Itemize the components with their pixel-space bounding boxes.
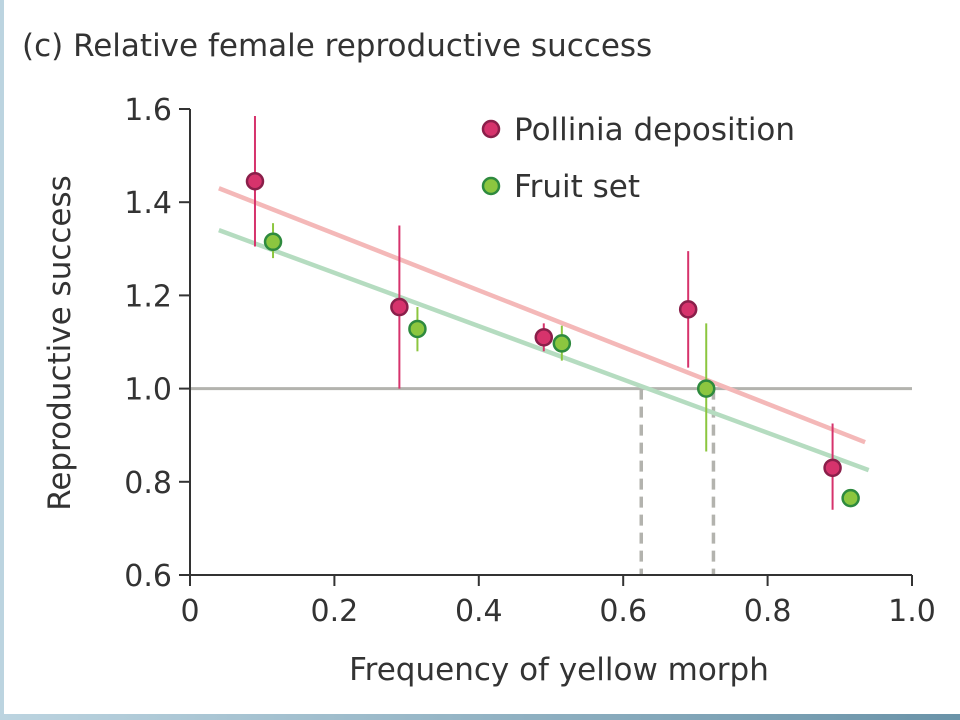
data-point-pollinia: [678, 300, 698, 319]
y-tick-label: 1.6: [124, 93, 172, 128]
y-tick-label: 1.2: [124, 279, 172, 314]
y-tick-label: 1.4: [124, 186, 172, 221]
data-point-fruit-set: [696, 379, 716, 398]
y-tick-label: 0.6: [124, 559, 172, 594]
data-point-pollinia: [534, 328, 554, 347]
frame-bottom-edge: [0, 714, 960, 720]
legend: Pollinia deposition Fruit set: [481, 112, 795, 205]
x-tick-label: 0.8: [744, 594, 792, 629]
y-tick-label: 1.0: [124, 373, 172, 408]
y-axis-label: Reproductive success: [42, 175, 78, 511]
data-point-fruit-set: [841, 488, 860, 508]
trend-line-pollinia: [218, 186, 866, 445]
chart-title: (c) Relative female reproductive success: [22, 28, 652, 64]
reference-lines: [190, 387, 912, 575]
axes: 0.6 0.8 1.0 1.2 1.4 1.6 0 0.2 0.4 0.6 0.8 1.0: [124, 93, 936, 629]
x-tick-label: 0.2: [311, 594, 359, 629]
legend-label-fruit-set: Fruit set: [514, 169, 640, 205]
data-point-fruit-set: [408, 319, 427, 339]
data-point-fruit-set: [552, 334, 572, 353]
x-tick-label: 1.0: [888, 594, 936, 629]
legend-label-pollinia: Pollinia deposition: [514, 112, 795, 148]
data-point-pollinia: [245, 171, 265, 191]
data-point-pollinia: [390, 297, 409, 317]
data-points: [245, 115, 860, 510]
legend-marker-pollinia: [481, 119, 501, 139]
x-axis-label: Frequency of yellow morph: [349, 652, 769, 688]
x-tick-label: 0.4: [455, 594, 503, 629]
legend-marker-fruit-set: [481, 176, 501, 196]
y-tick-label: 0.8: [124, 466, 172, 501]
x-tick-label: 0.6: [599, 594, 647, 629]
x-tick-label: 0: [180, 594, 199, 629]
frame-left-edge: [0, 0, 4, 720]
data-point-fruit-set: [263, 232, 283, 252]
data-point-pollinia: [823, 458, 842, 478]
